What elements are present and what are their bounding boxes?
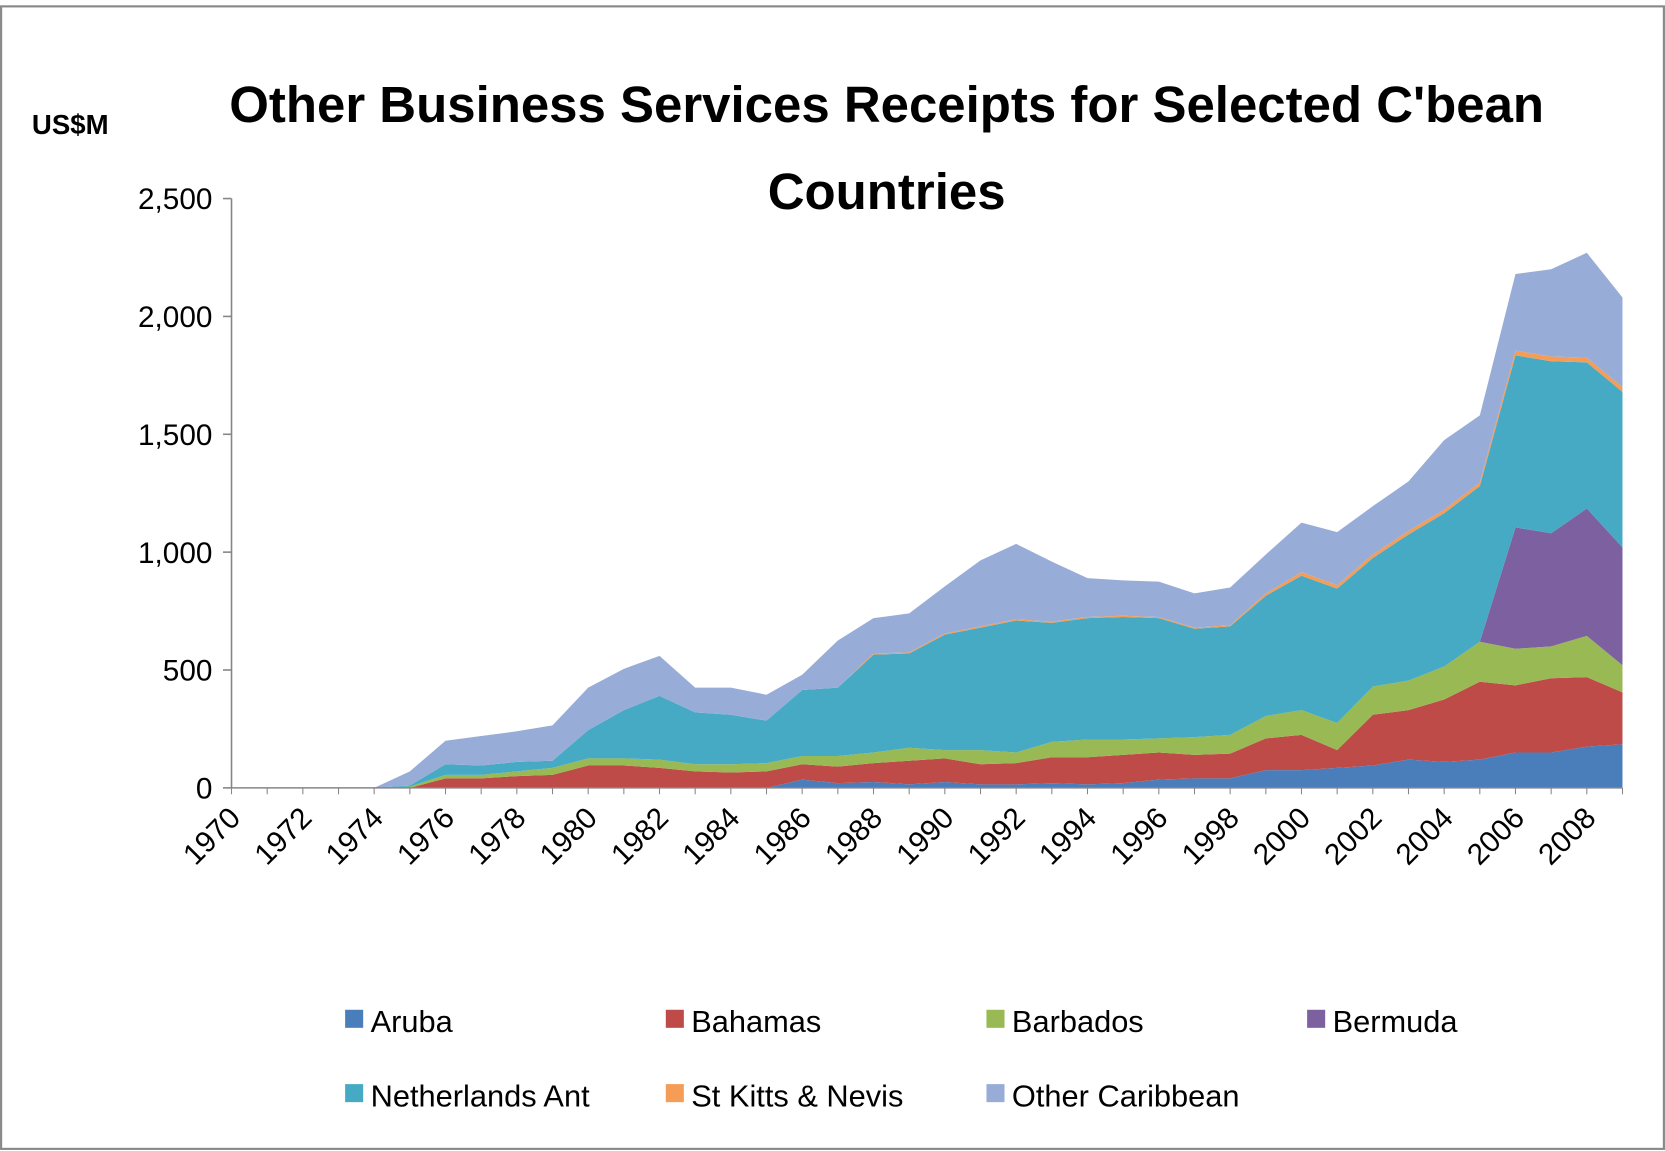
legend-swatch xyxy=(1307,1009,1326,1028)
legend-label: Bahamas xyxy=(691,1004,821,1039)
legend-label: Other Caribbean xyxy=(1012,1078,1240,1113)
area xyxy=(231,677,1623,788)
y-tick-label: 2,000 xyxy=(138,301,212,334)
y-axis-label: US$M xyxy=(32,109,109,140)
legend-label: Netherlands Ant xyxy=(371,1078,590,1113)
y-tick-label: 2,500 xyxy=(138,183,212,216)
y-tick-label: 500 xyxy=(163,655,213,688)
legend-swatch xyxy=(986,1084,1005,1103)
legend-swatch xyxy=(986,1009,1005,1028)
legend-label: Aruba xyxy=(371,1004,454,1039)
chart-title: Other Business Services Receipts for Sel… xyxy=(229,76,1544,220)
y-tick-label: 1,000 xyxy=(138,537,212,570)
legend-label: Barbados xyxy=(1012,1004,1144,1039)
area xyxy=(231,355,1623,788)
area xyxy=(231,635,1623,788)
legend-label: St Kitts & Nevis xyxy=(691,1078,903,1113)
legend-swatch xyxy=(345,1084,364,1103)
legend-label: Bermuda xyxy=(1333,1004,1459,1039)
y-tick-label: 0 xyxy=(196,772,213,805)
legend-swatch xyxy=(665,1009,684,1028)
legend-swatch xyxy=(345,1009,364,1028)
y-tick-label: 1,500 xyxy=(138,419,212,452)
legend-swatch xyxy=(665,1084,684,1103)
area xyxy=(231,744,1623,788)
